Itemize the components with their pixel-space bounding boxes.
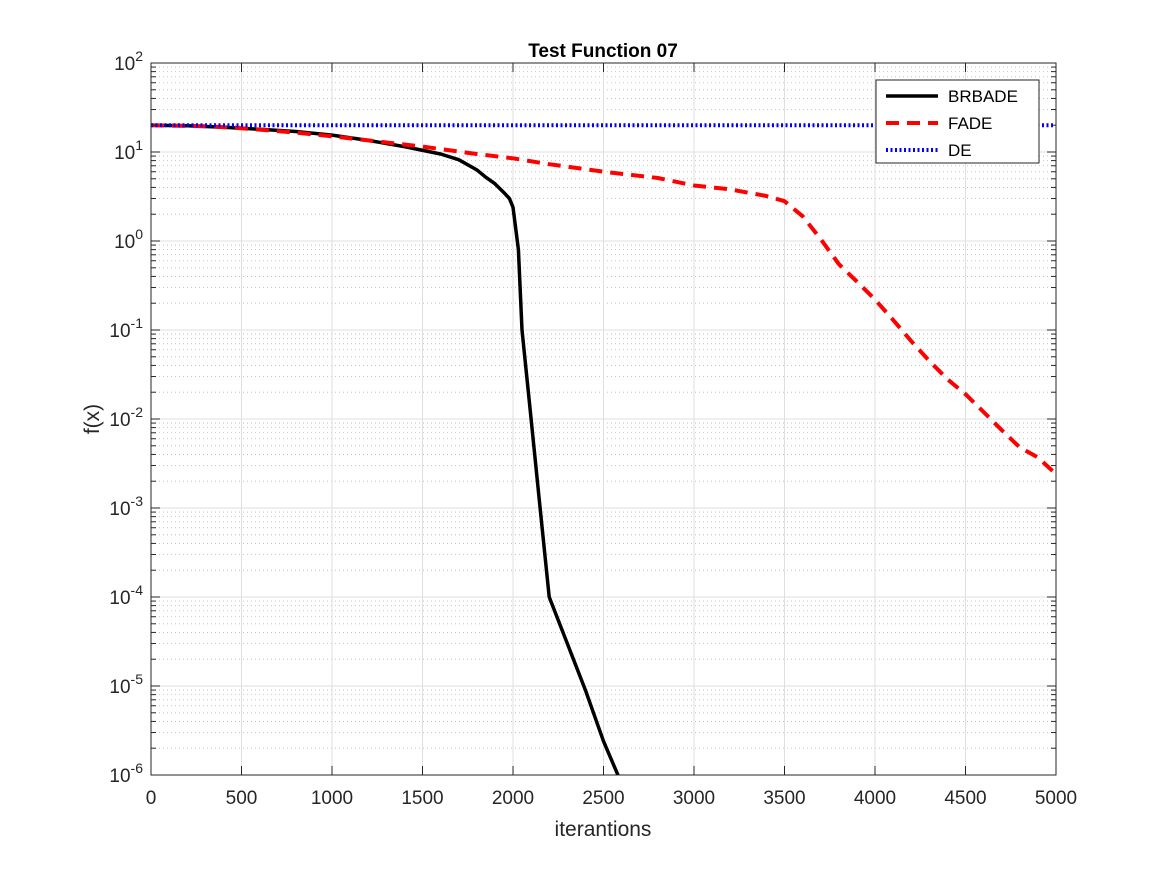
x-tick-label: 1500: [401, 788, 443, 809]
series-line-fade: [151, 123, 1056, 476]
x-tick-label: 5000: [1035, 788, 1077, 809]
x-axis-label: iterantions: [555, 818, 652, 841]
x-tick-label: 1000: [311, 788, 353, 809]
y-tick-label: 10-2: [109, 404, 143, 431]
x-tick-label: 2500: [582, 788, 624, 809]
x-tick-label: 500: [226, 788, 258, 809]
y-tick-label: 10-3: [109, 493, 143, 520]
y-axis-label: f(x): [81, 404, 104, 434]
x-tick-label: 3000: [673, 788, 715, 809]
x-tick-label: 4000: [854, 788, 896, 809]
y-tick-label: 101: [114, 137, 143, 164]
chart-title: Test Function 07: [528, 41, 678, 62]
x-tick-label: 0: [146, 788, 157, 809]
y-tick-label: 102: [114, 48, 143, 75]
x-tick-label: 3500: [763, 788, 805, 809]
x-tick-label: 4500: [944, 788, 986, 809]
y-tick-label: 10-1: [109, 315, 143, 342]
y-tick-label: 10-4: [109, 582, 143, 609]
legend-box: [875, 79, 1040, 164]
x-tick-label: 2000: [492, 788, 534, 809]
y-tick-label: 10-6: [109, 760, 143, 787]
legend-label: DE: [948, 141, 972, 160]
series-layer: [151, 123, 1056, 775]
legend-label: FADE: [948, 114, 992, 133]
axis-ticks: 0 500 1000 1500 2000 2500 3000 3500 4000 4500 5000…: [109, 48, 1077, 809]
y-tick-label: 10-5: [109, 671, 143, 698]
y-tick-label: 100: [114, 226, 143, 253]
legend: BRBADE FADE DE: [875, 79, 1040, 164]
legend-label: BRBADE: [948, 87, 1018, 106]
